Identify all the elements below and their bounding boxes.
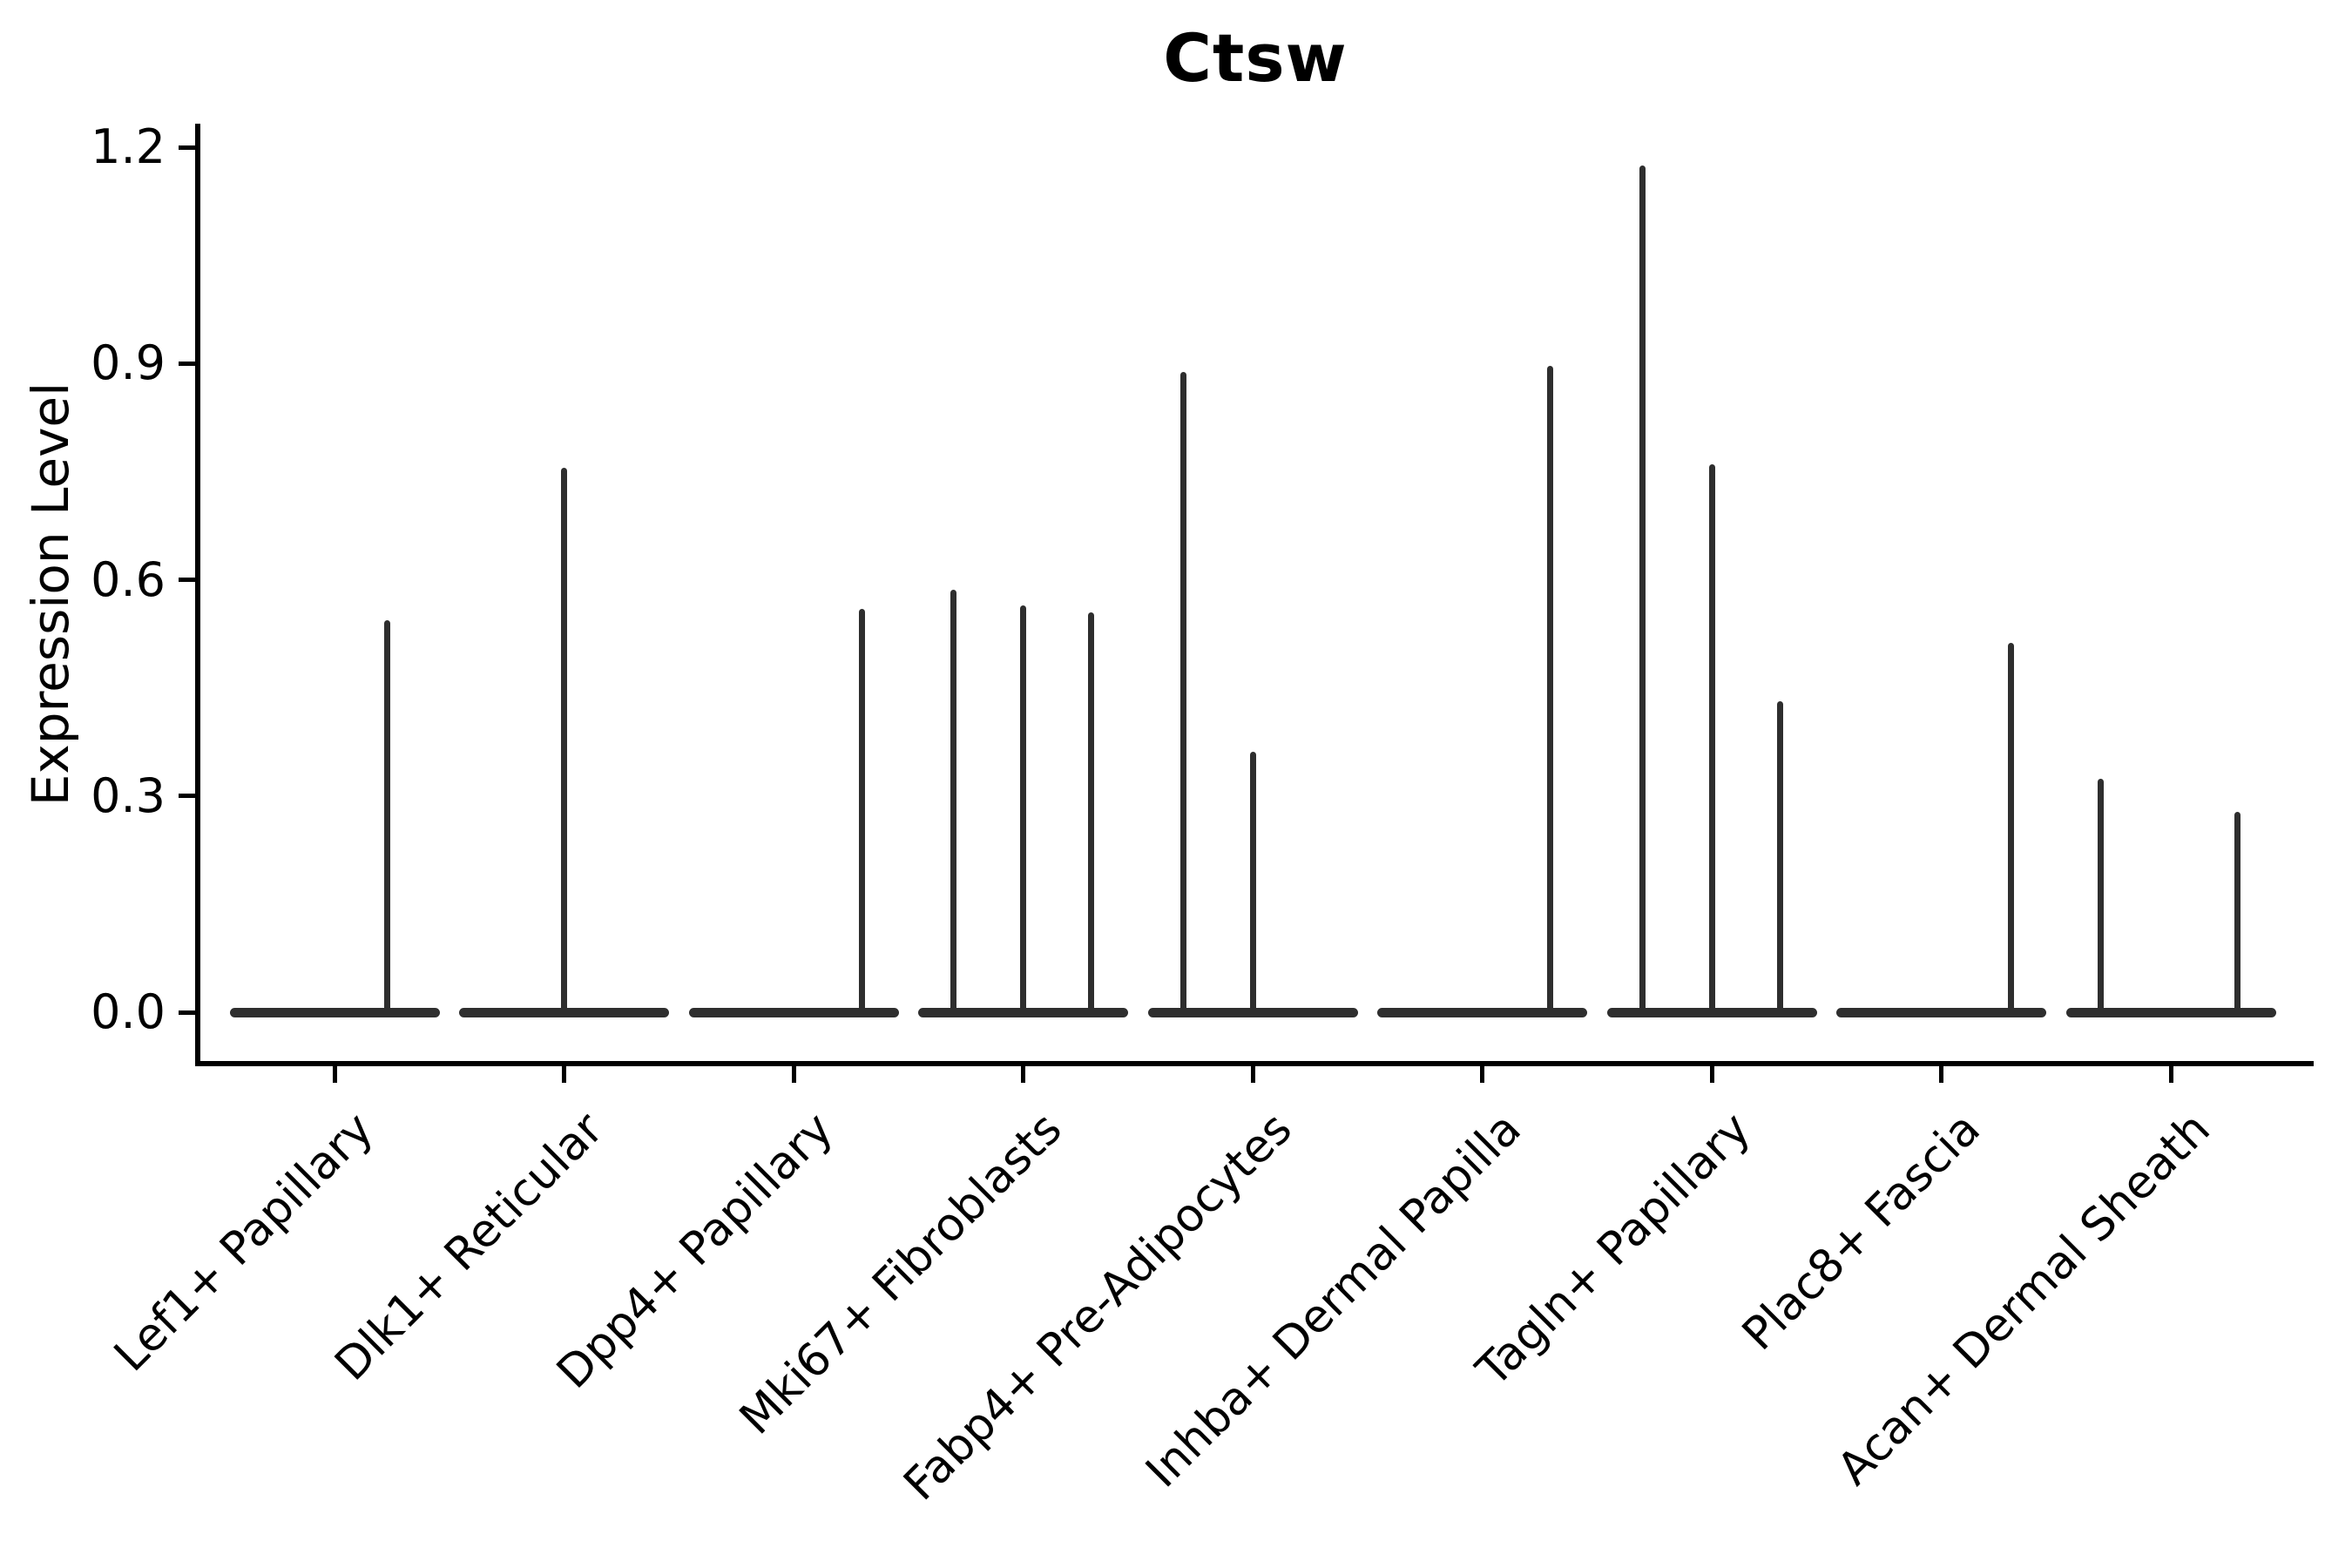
y-tick-label: 0.6 xyxy=(91,551,166,607)
violin-bar xyxy=(229,1007,440,1017)
x-tick-mark xyxy=(1250,1066,1255,1083)
x-tick-mark xyxy=(332,1066,337,1083)
y-tick-mark xyxy=(179,794,195,799)
violin-spike xyxy=(2008,642,2014,1012)
x-tick-label: Inhba+ Dermal Papilla xyxy=(1136,1103,1531,1498)
violin-bar xyxy=(1147,1007,1358,1017)
x-tick-label: Plac8+ Fascia xyxy=(1733,1103,1990,1361)
violin-spike xyxy=(1708,464,1715,1012)
y-tick-mark xyxy=(179,145,195,150)
x-tick-mark xyxy=(1709,1066,1714,1083)
violin-spike xyxy=(1639,165,1646,1012)
x-tick-label: Acan+ Dermal Sheath xyxy=(1827,1103,2220,1496)
violin-spike xyxy=(1776,701,1783,1012)
violin-spike xyxy=(1088,612,1094,1012)
violin-spike xyxy=(561,467,567,1012)
violin-bar xyxy=(459,1007,669,1017)
violin-bar xyxy=(688,1007,899,1017)
x-tick-mark xyxy=(1939,1066,1943,1083)
violin-bar xyxy=(918,1007,1128,1017)
x-tick-mark xyxy=(562,1066,566,1083)
violin-spike xyxy=(1547,365,1553,1012)
violin-bar xyxy=(1606,1007,1817,1017)
y-tick-mark xyxy=(179,578,195,583)
violin-bar xyxy=(2065,1007,2276,1017)
x-axis-spine xyxy=(195,1061,2314,1066)
violin-bar xyxy=(1836,1007,2046,1017)
violin-bar xyxy=(1377,1007,1587,1017)
chart-title: Ctsw xyxy=(1163,19,1348,97)
x-tick-mark xyxy=(1480,1066,1484,1083)
violin-spike xyxy=(950,590,956,1012)
y-tick-label: 0.0 xyxy=(91,984,166,1039)
violin-spike xyxy=(858,608,865,1012)
y-tick-mark xyxy=(179,361,195,366)
violin-spike xyxy=(1020,605,1026,1012)
x-tick-mark xyxy=(1021,1066,1025,1083)
violin-spike xyxy=(2097,778,2104,1012)
violin-spike xyxy=(383,619,390,1012)
y-tick-mark xyxy=(179,1010,195,1015)
x-tick-label: Fabp4+ Pre-Adipocytes xyxy=(894,1103,1302,1511)
violin-spike xyxy=(1179,372,1186,1012)
y-tick-label: 0.9 xyxy=(91,335,166,391)
y-tick-label: 1.2 xyxy=(91,119,166,175)
x-tick-mark xyxy=(2168,1066,2173,1083)
x-tick-mark xyxy=(791,1066,796,1083)
violin-spike xyxy=(1249,752,1256,1012)
y-axis-spine xyxy=(195,124,200,1066)
violin-spike xyxy=(2234,812,2240,1012)
y-tick-label: 0.3 xyxy=(91,767,166,823)
